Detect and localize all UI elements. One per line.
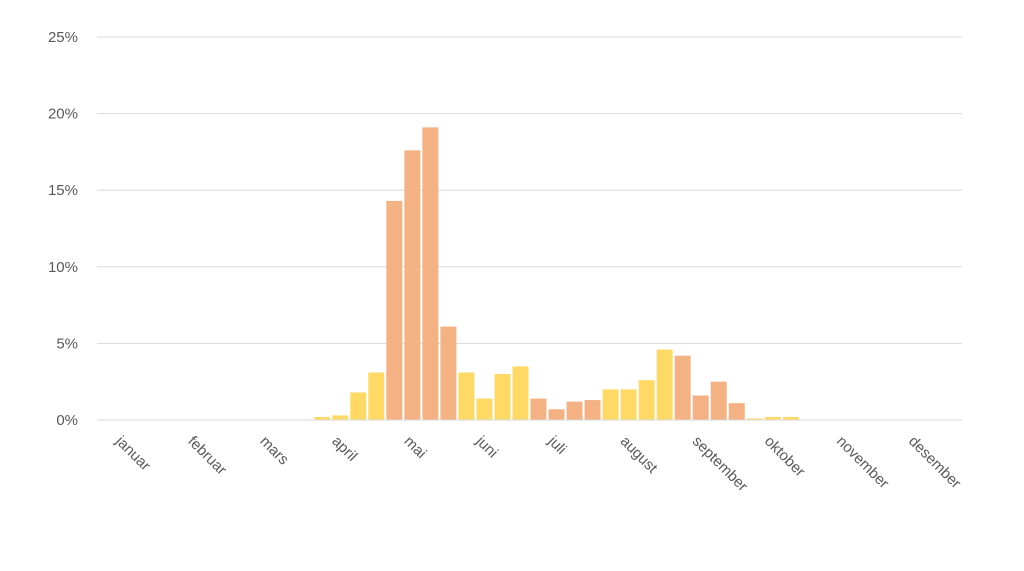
y-tick-label: 10% — [48, 259, 78, 276]
bar — [566, 401, 583, 420]
y-tick-label: 15% — [48, 182, 78, 199]
x-tick-label: september — [689, 433, 751, 495]
x-tick-label: juli — [544, 432, 570, 458]
x-tick-label: november — [833, 433, 892, 492]
bar — [584, 400, 601, 420]
bar — [692, 395, 709, 420]
x-tick-label: mai — [401, 433, 430, 462]
bar — [404, 150, 421, 420]
bar — [422, 127, 439, 420]
bar — [782, 416, 799, 420]
bar — [314, 416, 331, 420]
bar — [440, 326, 457, 420]
bar — [530, 398, 547, 420]
bar — [674, 355, 691, 420]
bars — [314, 127, 799, 420]
x-tick-label: august — [617, 433, 661, 477]
bar — [368, 372, 385, 420]
bar — [728, 403, 745, 420]
bar — [638, 380, 655, 420]
x-tick-label: februar — [184, 433, 230, 479]
y-tick-label: 5% — [56, 335, 78, 352]
bar — [620, 389, 637, 420]
bar — [476, 398, 493, 420]
bar — [548, 409, 565, 420]
x-tick-label: juni — [472, 432, 501, 461]
x-tick-label: oktober — [761, 433, 808, 480]
bar — [512, 366, 529, 420]
x-axis-ticks: januar februar mars april mai juni juli august s… — [112, 432, 965, 495]
y-tick-label: 20% — [48, 106, 78, 123]
bar — [386, 200, 403, 420]
bar — [494, 374, 511, 420]
y-tick-label: 25% — [48, 29, 78, 46]
bar — [764, 416, 781, 420]
bar — [350, 392, 367, 420]
x-tick-label: mars — [256, 433, 292, 469]
x-tick-label: januar — [112, 432, 154, 474]
y-tick-label: 0% — [56, 412, 78, 429]
bar — [656, 349, 673, 420]
bar — [332, 415, 349, 420]
x-tick-label: desember — [905, 433, 964, 492]
y-axis-ticks: 0% 5% 10% 15% 20% 25% — [48, 29, 78, 429]
bar — [746, 418, 763, 420]
gridlines — [97, 36, 962, 344]
x-tick-label: april — [328, 433, 360, 465]
bar — [458, 372, 475, 420]
bar — [710, 381, 727, 420]
bar — [602, 389, 619, 420]
